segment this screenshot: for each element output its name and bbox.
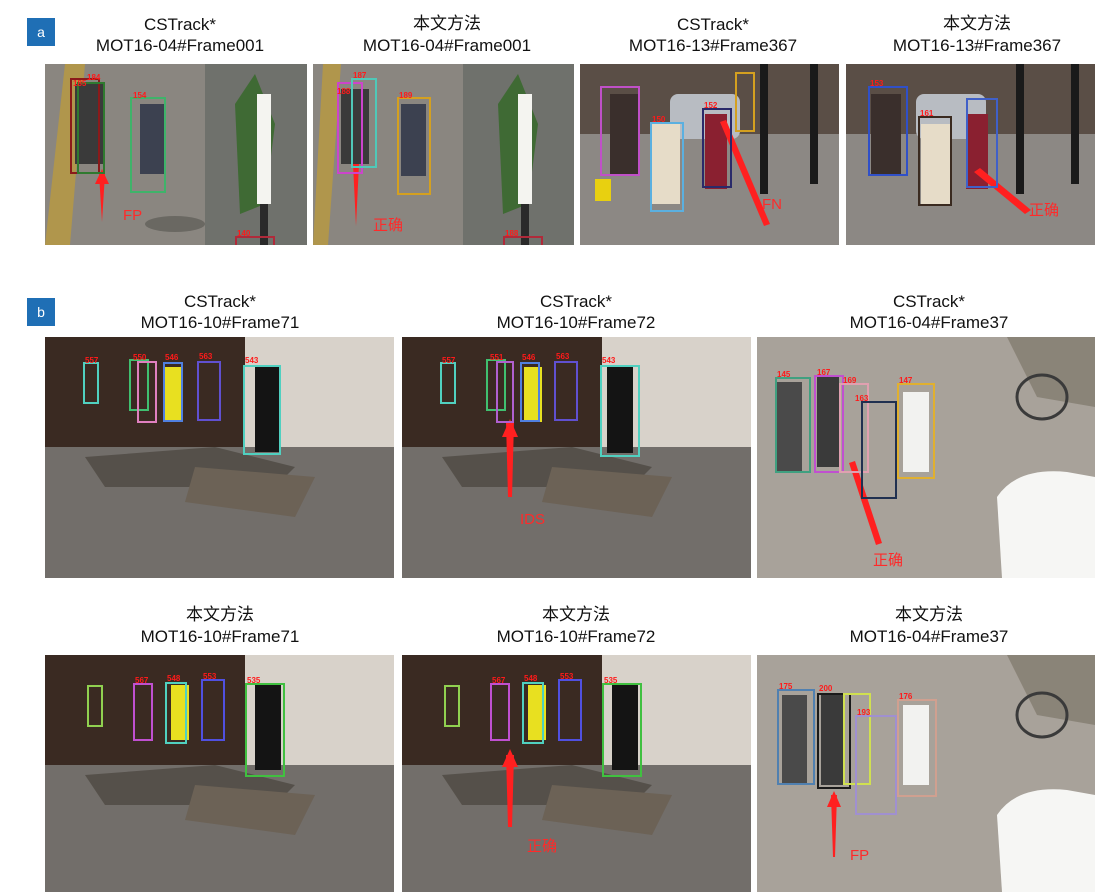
frame-b3: 145 167 169 147 163 正确 bbox=[757, 337, 1095, 578]
caption-b1-frame: MOT16-10#Frame71 bbox=[140, 313, 300, 332]
id-label: 557 bbox=[442, 356, 456, 365]
caption-b6: 本文方法 MOT16-04#Frame37 bbox=[804, 605, 1054, 647]
frame-b1-scene bbox=[45, 337, 394, 578]
frame-a4-scene bbox=[846, 64, 1095, 245]
id-label: 553 bbox=[203, 672, 217, 681]
frame-b3-scene bbox=[757, 337, 1095, 578]
frame-a1-scene bbox=[45, 64, 307, 245]
caption-a4: 本文方法 MOT16-13#Frame367 bbox=[852, 14, 1097, 56]
id-label: 200 bbox=[819, 684, 833, 693]
id-label: 548 bbox=[167, 674, 181, 683]
annotation-fp: FP bbox=[123, 207, 143, 224]
caption-b4-method: 本文方法 bbox=[186, 605, 254, 625]
caption-b4: 本文方法 MOT16-10#Frame71 bbox=[95, 605, 345, 647]
id-label: 188 bbox=[505, 229, 519, 238]
id-label: 189 bbox=[399, 91, 413, 100]
caption-a3: CSTrack* MOT16-13#Frame367 bbox=[588, 14, 838, 56]
caption-b5-method: 本文方法 bbox=[542, 605, 610, 625]
annotation-fp: FP bbox=[850, 847, 870, 864]
frame-a4: 153 161 正确 bbox=[846, 64, 1095, 245]
frame-a3: 150 152 FN bbox=[580, 64, 839, 245]
id-label: 145 bbox=[777, 370, 791, 379]
id-label: 187 bbox=[353, 71, 367, 80]
id-label: 175 bbox=[779, 682, 793, 691]
id-label: 548 bbox=[524, 674, 538, 683]
caption-a3-frame: MOT16-13#Frame367 bbox=[628, 36, 798, 55]
caption-b2-method: CSTrack* bbox=[539, 292, 613, 311]
frame-a1: 185 184 154 140 FP bbox=[45, 64, 307, 245]
id-label: 176 bbox=[899, 692, 913, 701]
caption-b5-frame: MOT16-10#Frame72 bbox=[496, 627, 656, 646]
frame-b1: 557 550 546 563 543 bbox=[45, 337, 394, 578]
annotation-correct: 正确 bbox=[373, 216, 404, 234]
id-label: 154 bbox=[133, 91, 147, 100]
id-label: 188 bbox=[337, 87, 351, 96]
id-label: 543 bbox=[245, 356, 259, 365]
id-label: 535 bbox=[604, 676, 618, 685]
caption-b2: CSTrack* MOT16-10#Frame72 bbox=[451, 291, 701, 333]
id-label: 147 bbox=[899, 376, 913, 385]
frame-b6: 175 200 176 193 FP bbox=[757, 655, 1095, 892]
id-label: 553 bbox=[560, 672, 574, 681]
id-label: 557 bbox=[85, 356, 99, 365]
id-label: 167 bbox=[817, 368, 831, 377]
frame-b4: 567 548 553 535 bbox=[45, 655, 394, 892]
id-label: 563 bbox=[199, 352, 213, 361]
caption-a4-method: 本文方法 bbox=[943, 14, 1011, 34]
annotation-ids: IDS bbox=[520, 511, 546, 528]
id-label: 551 bbox=[490, 353, 504, 362]
caption-b1-method: CSTrack* bbox=[183, 292, 257, 311]
id-label: 567 bbox=[492, 676, 506, 685]
id-label: 550 bbox=[133, 353, 147, 362]
frame-a3-scene bbox=[580, 64, 839, 245]
annotation-correct: 正确 bbox=[527, 837, 558, 855]
annotation-correct: 正确 bbox=[873, 551, 904, 569]
caption-a4-frame: MOT16-13#Frame367 bbox=[892, 36, 1062, 55]
id-label: 169 bbox=[843, 376, 857, 385]
caption-b4-frame: MOT16-10#Frame71 bbox=[140, 627, 300, 646]
caption-a1: CSTrack* MOT16-04#Frame001 bbox=[55, 14, 305, 56]
annotation-fn: FN bbox=[762, 196, 782, 213]
frame-a2: 187 188 189 188 正确 bbox=[313, 64, 574, 245]
caption-a3-method: CSTrack* bbox=[676, 15, 750, 34]
id-label: 185 bbox=[73, 79, 87, 88]
id-label: 543 bbox=[602, 356, 616, 365]
caption-a2-method: 本文方法 bbox=[413, 14, 481, 34]
caption-b5: 本文方法 MOT16-10#Frame72 bbox=[451, 605, 701, 647]
frame-b5: 567 548 553 535 正确 bbox=[402, 655, 751, 892]
caption-a1-method: CSTrack* bbox=[143, 15, 217, 34]
caption-a2: 本文方法 MOT16-04#Frame001 bbox=[322, 14, 572, 56]
id-label: 150 bbox=[652, 115, 666, 124]
id-label: 161 bbox=[920, 109, 934, 118]
caption-a2-frame: MOT16-04#Frame001 bbox=[362, 36, 532, 55]
frame-a2-scene bbox=[313, 64, 574, 245]
id-label: 163 bbox=[855, 394, 869, 403]
id-label: 153 bbox=[870, 79, 884, 88]
caption-a1-frame: MOT16-04#Frame001 bbox=[95, 36, 265, 55]
id-label: 546 bbox=[165, 353, 179, 362]
annotation-correct: 正确 bbox=[1029, 201, 1060, 219]
id-label: 184 bbox=[87, 73, 101, 82]
caption-b3-method: CSTrack* bbox=[892, 292, 966, 311]
caption-b6-frame: MOT16-04#Frame37 bbox=[849, 627, 1009, 646]
caption-b1: CSTrack* MOT16-10#Frame71 bbox=[95, 291, 345, 333]
id-label: 546 bbox=[522, 353, 536, 362]
id-label: 567 bbox=[135, 676, 149, 685]
caption-b3: CSTrack* MOT16-04#Frame37 bbox=[804, 291, 1054, 333]
caption-b3-frame: MOT16-04#Frame37 bbox=[849, 313, 1009, 332]
panel-a-label: a bbox=[27, 18, 55, 46]
id-label: 193 bbox=[857, 708, 871, 717]
frame-b2: 557 551 546 563 543 IDS bbox=[402, 337, 751, 578]
id-label: 563 bbox=[556, 352, 570, 361]
frame-b4-scene bbox=[45, 655, 394, 892]
caption-b2-frame: MOT16-10#Frame72 bbox=[496, 313, 656, 332]
id-label: 152 bbox=[704, 101, 718, 110]
caption-b6-method: 本文方法 bbox=[895, 605, 963, 625]
id-label: 535 bbox=[247, 676, 261, 685]
panel-b-label: b bbox=[27, 298, 55, 326]
id-label: 140 bbox=[237, 229, 251, 238]
frame-b5-scene bbox=[402, 655, 751, 892]
